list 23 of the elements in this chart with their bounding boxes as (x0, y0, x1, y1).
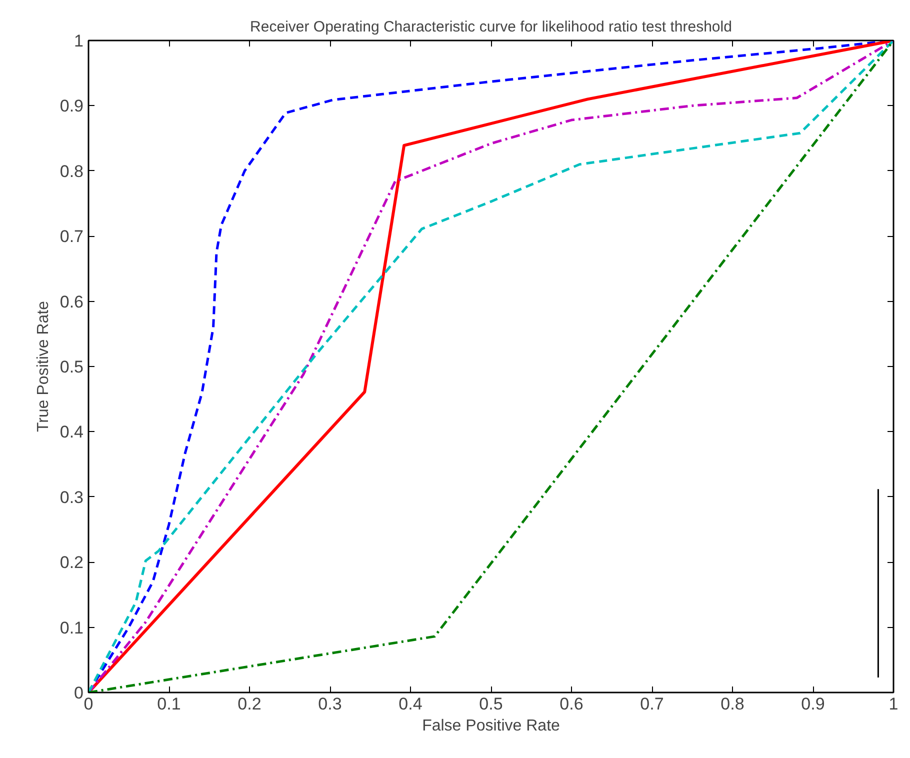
y-axis-title: True Positive Rate (34, 300, 52, 432)
x-tick-label: 0.8 (720, 694, 744, 714)
y-tick-label: 0.1 (60, 618, 84, 638)
y-tick-label: 0.5 (60, 358, 84, 376)
x-tick-label: 0.6 (560, 694, 584, 714)
y-tick-label: 0.4 (60, 422, 84, 442)
x-tick-label: 0.2 (238, 694, 262, 714)
x-axis-title: False Positive Rate (422, 718, 560, 734)
y-tick-label: 1 (74, 32, 84, 50)
x-tick-label: 0.7 (640, 694, 664, 714)
y-tick-label: 0.3 (60, 488, 84, 507)
x-tick-label: 0.1 (157, 694, 181, 714)
y-tick-label: 0.2 (60, 553, 84, 572)
x-tick-label: 0.3 (318, 694, 342, 714)
x-tick-label: 0.4 (398, 694, 422, 714)
y-tick-label: 0.9 (60, 96, 84, 116)
x-tick-label: 0.5 (479, 694, 503, 714)
y-tick-label: 0.7 (60, 227, 84, 246)
x-tick-label: 1 (888, 694, 898, 714)
x-tick-label: 0.9 (801, 694, 825, 714)
y-tick-label: 0.6 (60, 292, 84, 312)
chart-title: Receiver Operating Characteristic curve for likelihood ratio test threshold (250, 18, 732, 36)
y-tick-label: 0.8 (60, 162, 84, 181)
